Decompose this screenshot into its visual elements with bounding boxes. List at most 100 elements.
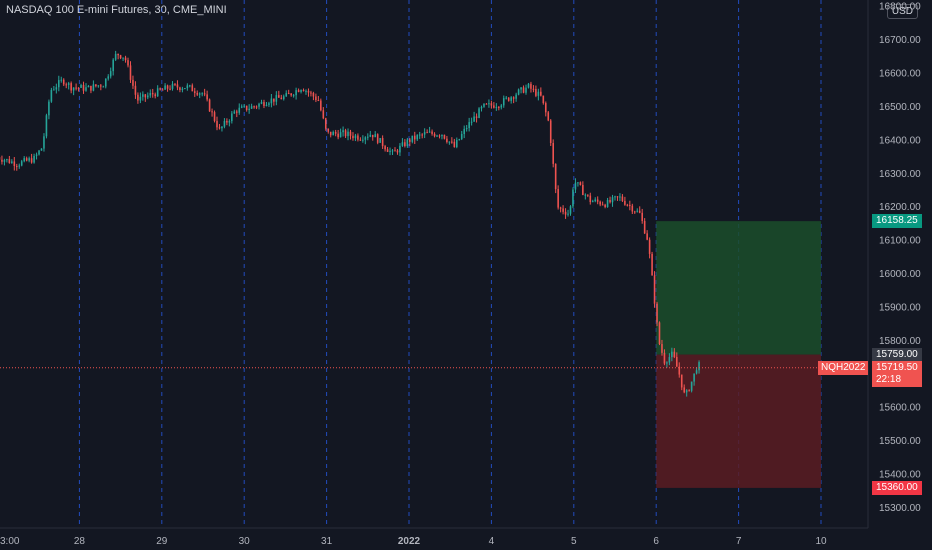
candle-body <box>364 137 367 140</box>
candle-body <box>547 112 550 121</box>
candle-body <box>112 59 114 72</box>
candle-body <box>433 133 436 137</box>
candle-body <box>596 199 599 202</box>
candle-body <box>342 130 344 133</box>
candle-body <box>587 194 589 196</box>
candle-body <box>671 351 673 358</box>
candle-body <box>149 93 152 96</box>
candle-body <box>559 207 562 209</box>
candle-body <box>349 131 352 136</box>
candle-body <box>208 99 211 112</box>
candle-body <box>23 158 25 162</box>
candle-body <box>505 97 508 99</box>
candle-body <box>386 149 389 152</box>
candle-body <box>663 352 666 364</box>
candle-body <box>339 132 342 138</box>
candle-body <box>633 211 636 213</box>
candle-body <box>470 121 473 123</box>
candle-body <box>310 92 312 94</box>
candle-body <box>423 132 426 135</box>
candle-body <box>685 390 688 393</box>
candle-body <box>317 100 320 102</box>
price-tick-13: 15500.00 <box>879 436 921 447</box>
candle-body <box>186 85 189 89</box>
candle-body <box>643 220 646 234</box>
candle-body <box>666 362 668 364</box>
candle-body <box>371 134 374 138</box>
candle-body <box>159 88 161 90</box>
price-tick-7: 16100.00 <box>879 236 921 247</box>
candle-body <box>55 87 58 90</box>
candle-body <box>1 159 3 162</box>
candle-body <box>426 132 428 134</box>
candle-body <box>367 136 369 138</box>
candle-body <box>441 134 443 137</box>
candle-body <box>50 89 53 102</box>
candle-body <box>359 139 362 141</box>
candle-body <box>164 85 166 90</box>
candle-body <box>599 201 601 205</box>
candle-body <box>260 102 263 104</box>
candle-body <box>411 135 414 142</box>
candle-body <box>436 135 438 137</box>
candle-body <box>609 200 611 203</box>
candle-body <box>369 134 372 137</box>
candle-body <box>233 111 236 114</box>
candle-body <box>421 134 423 136</box>
candle-body <box>35 154 38 156</box>
current-price-tag: 15719.50 22:18 <box>872 360 922 387</box>
candle-body <box>156 88 159 97</box>
candle-body <box>282 96 285 100</box>
candle-body <box>189 85 191 87</box>
candle-body <box>374 134 377 138</box>
candle-body <box>616 196 619 198</box>
candle-body <box>18 165 21 167</box>
candle-body <box>653 275 656 304</box>
currency-badge[interactable]: USD <box>886 4 918 19</box>
candle-body <box>169 88 171 90</box>
candle-body <box>641 212 643 221</box>
candle-body <box>184 88 186 90</box>
candle-body <box>601 204 604 206</box>
candle-body <box>347 131 349 137</box>
entry-price-tag: 15759.00 <box>872 347 922 362</box>
candle-body <box>72 87 75 91</box>
candle-body <box>572 189 574 207</box>
candle-body <box>171 83 174 89</box>
candle-body <box>458 139 461 141</box>
candle-body <box>379 138 381 143</box>
price-tick-4: 16400.00 <box>879 135 921 146</box>
loss-zone <box>656 354 821 488</box>
price-tick-6: 16200.00 <box>879 202 921 213</box>
candles <box>0 50 700 397</box>
candle-body <box>85 87 87 91</box>
candle-body <box>574 182 577 190</box>
candle-body <box>142 94 144 97</box>
candle-body <box>240 106 243 108</box>
candle-body <box>629 204 631 206</box>
candle-body <box>248 108 250 110</box>
candle-body <box>295 90 297 96</box>
candle-body <box>90 85 92 91</box>
candle-body <box>418 134 421 136</box>
candle-body <box>322 110 325 119</box>
candle-body <box>591 201 594 203</box>
time-tick-0: 3:00 <box>0 536 20 547</box>
candle-body <box>253 106 255 108</box>
candle-body <box>151 93 154 95</box>
candle-body <box>522 87 525 93</box>
candle-body <box>485 103 488 105</box>
candle-body <box>428 131 431 133</box>
candle-body <box>688 390 690 392</box>
candle-body <box>357 135 359 140</box>
candle-body <box>460 134 463 140</box>
candle-body <box>658 322 661 345</box>
candle-body <box>102 86 105 88</box>
candle-body <box>562 208 564 212</box>
candle-body <box>409 139 411 142</box>
candle-body <box>542 95 545 104</box>
candle-body <box>468 122 470 129</box>
candle-body <box>540 91 542 96</box>
candle-body <box>557 189 559 208</box>
